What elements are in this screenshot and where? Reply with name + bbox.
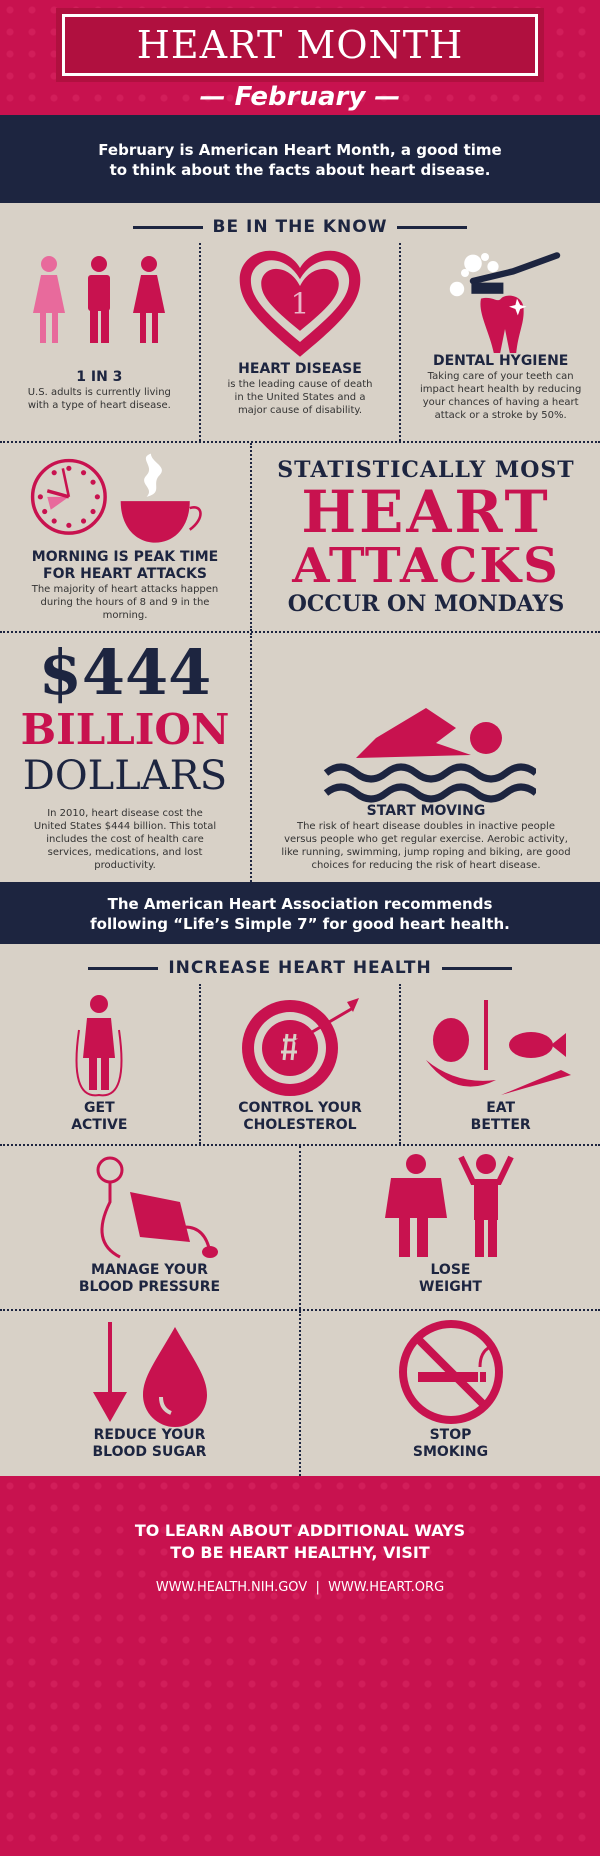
subtitle: — February — (199, 82, 401, 112)
tip-label: GET (84, 1100, 115, 1116)
heart-icon: 1 (239, 250, 361, 357)
know-section: BE IN THE KNOW 1 IN 3 U.S. adults is cur… (0, 203, 600, 882)
footer-line: TO BE HEART HEALTHY, VISIT (170, 1543, 430, 1562)
fact-text: Taking care of your teeth can impact hea… (419, 371, 582, 421)
blood-pressure-cuff-icon (96, 1156, 218, 1259)
fact-text: U.S. adults is currently living with a t… (27, 387, 171, 411)
mondays-line: STATISTICALLY MOST (277, 457, 575, 483)
weight-loss-icon (384, 1154, 514, 1257)
jump-rope-icon (75, 995, 123, 1097)
tip-label: STOP (429, 1427, 472, 1443)
tip-label: REDUCE YOUR (93, 1427, 206, 1443)
fact-heading: 1 IN 3 (76, 369, 123, 385)
aha-line: The American Heart Association recommend… (107, 895, 493, 913)
fact-moving: START MOVING The risk of heart disease d… (252, 633, 600, 882)
fact-heading: FOR HEART ATTACKS (43, 566, 207, 582)
tip-label: BLOOD SUGAR (92, 1444, 207, 1460)
people-icon (33, 256, 166, 343)
blood-drop-icon (92, 1322, 207, 1427)
tip-cholesterol: CONTROL YOUR CHOLESTEROL (201, 984, 402, 1144)
tip-label: LOSE (430, 1262, 471, 1278)
tooth-icon (449, 252, 560, 353)
fact-text: The majority of heart attacks happen dur… (31, 584, 219, 621)
fact-heading: DENTAL HYGIENE (432, 353, 569, 369)
fact-dental: DENTAL HYGIENE Taking care of your teeth… (401, 243, 600, 441)
tip-label: CHOLESTEROL (243, 1117, 357, 1133)
fact-heading: START MOVING (366, 803, 486, 819)
swimmer-icon (323, 708, 536, 803)
health-section: INCREASE HEART HEALTH GET ACTIVE CONTROL … (0, 944, 600, 1476)
cost-line: $444 (38, 636, 212, 709)
fact-mondays: STATISTICALLY MOST HEART ATTACKS OCCUR O… (252, 443, 600, 631)
fact-heading: MORNING IS PEAK TIME (31, 549, 219, 565)
intro-band: February is American Heart Month, a good… (0, 115, 600, 203)
tip-label: ACTIVE (71, 1117, 128, 1133)
tip-get-active: GET ACTIVE (0, 984, 201, 1144)
cost-line: DOLLARS (22, 753, 228, 799)
aha-band: The American Heart Association recommend… (0, 882, 600, 944)
tip-label: WEIGHT (419, 1279, 482, 1295)
tip-eat-better: EAT BETTER (401, 984, 600, 1144)
tip-label: BETTER (470, 1117, 531, 1133)
fact-text: In 2010, heart disease cost the United S… (33, 808, 217, 871)
section-title: INCREASE HEART HEALTH (168, 958, 432, 978)
tip-label: EAT (486, 1100, 516, 1116)
tip-label: SMOKING (412, 1444, 489, 1460)
tip-blood-pressure: MANAGE YOUR BLOOD PRESSURE (0, 1146, 301, 1309)
footer: TO LEARN ABOUT ADDITIONAL WAYS TO BE HEA… (0, 1476, 600, 1856)
intro-line: to think about the facts about heart dis… (109, 161, 491, 179)
cost-line: BILLION (20, 705, 230, 754)
fact-heart-disease: 1 HEART DISEASE is the leading cause of … (201, 243, 402, 441)
fact-text: is the leading cause of death in the Uni… (227, 379, 373, 416)
footer-links[interactable]: WWW.HEALTH.NIH.GOV | WWW.HEART.ORG (155, 1580, 445, 1595)
tip-stop-smoking: STOP SMOKING (301, 1311, 600, 1476)
header: HEART MONTH — February — (0, 0, 600, 115)
fact-morning: MORNING IS PEAK TIME FOR HEART ATTACKS T… (0, 443, 252, 631)
fact-cost: $444 BILLION DOLLARS In 2010, heart dise… (0, 633, 252, 882)
clock-and-coffee-icon (30, 453, 202, 543)
no-smoking-icon (398, 1320, 503, 1424)
mondays-line: ATTACKS (292, 538, 560, 594)
fact-heading: HEART DISEASE (238, 361, 362, 377)
page-title: HEART MONTH (136, 23, 464, 67)
tip-label: BLOOD PRESSURE (78, 1279, 221, 1295)
intro-line: February is American Heart Month, a good… (98, 141, 502, 159)
mondays-line: HEART (301, 478, 551, 546)
title-banner: HEART MONTH (56, 8, 544, 82)
section-title: BE IN THE KNOW (212, 217, 388, 237)
tip-label: CONTROL YOUR (238, 1100, 362, 1116)
fact-text: The risk of heart disease doubles in ina… (281, 821, 571, 871)
footer-line: TO LEARN ABOUT ADDITIONAL WAYS (134, 1521, 466, 1540)
target-icon (242, 998, 359, 1096)
tip-label: MANAGE YOUR (91, 1262, 208, 1278)
mondays-line: OCCUR ON MONDAYS (287, 591, 565, 617)
food-icon (425, 1000, 571, 1095)
tip-blood-sugar: REDUCE YOUR BLOOD SUGAR (0, 1311, 301, 1476)
heart-badge: 1 (291, 287, 310, 321)
tip-lose-weight: LOSE WEIGHT (301, 1146, 600, 1309)
aha-line: following “Life’s Simple 7” for good hea… (90, 915, 510, 933)
fact-1in3: 1 IN 3 U.S. adults is currently living w… (0, 243, 201, 441)
